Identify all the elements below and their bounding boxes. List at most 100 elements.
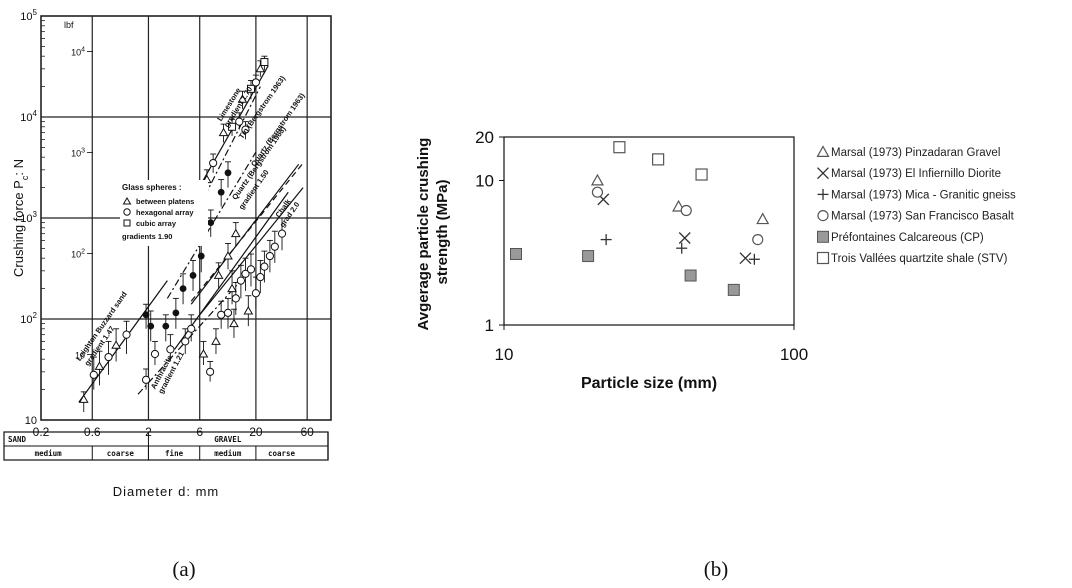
panel-b-legend-marker [817,188,829,200]
x-marker-stroke [678,232,691,244]
panel-a-triangle-point [78,394,89,403]
panel-a-filled-point [172,309,180,317]
panel-a-table-cell: coarse [107,449,135,458]
panel-a-legend-circle-marker [123,208,131,216]
panel-a-filled-point [207,219,215,227]
panel-a-filled-point [197,252,205,260]
panel-a-triangle-point [227,283,237,293]
panel-b-x-tick-label: 100 [780,345,808,364]
panel-a-circle-point [89,370,98,379]
panel-a-triangle-point [237,94,248,103]
panel-b-data-point [727,283,740,296]
panel-a-filled-point [179,285,187,292]
panel-b-y-tick-label: 10 [475,171,494,190]
panel-a-filled-point [217,188,225,196]
panel-a-circle-point [209,158,218,168]
panel-a-triangle-point [223,251,233,260]
panel-a-circle-point [223,308,233,317]
panel-a-circle-point [277,229,287,238]
panel-a-circle-point [217,310,226,319]
panel-a-circle-point [251,78,260,87]
panel-b-data-point [613,141,626,154]
panel-a-triangle-point [229,318,239,328]
panel-a-caption: (a) [172,557,195,581]
panel-a-lbf-tick-label: 102 [71,249,85,260]
panel-a-triangle-point [94,361,105,370]
panel-b-x-tick-label: 10 [495,345,514,364]
panel-a-circle-point [187,324,196,333]
panel-a-triangle-point [243,305,254,315]
panel-a-filled-point [224,169,232,177]
panel-a-triangle-point [230,228,241,238]
panel-b-legend-label: Marsal (1973) Pinzadaran Gravel [831,147,1000,159]
panel-a-circle-point [231,294,240,303]
panel-b-legend-label: Préfontaines Calcareous (CP) [831,232,984,244]
panel-a-circle-point [256,272,265,282]
panel-b-data-point [652,153,665,166]
panel-b-data-points [510,141,770,296]
panel-a-triangle-point [211,336,221,345]
panel-a-circle-point [251,289,260,298]
panel-a-circle-point [141,375,151,384]
panel-a-circle-point [122,330,131,339]
panel-a-circle-point [104,352,113,362]
panel-a-circle-point [246,265,256,274]
panel-b-data-point [684,269,697,282]
panel-b-y-tick-label: 1 [485,316,494,335]
panel-a-circle-point [241,125,250,134]
panel-b-legend-marker [817,230,829,243]
panel-b-data-point [752,233,764,246]
panel-a-circle-point [260,262,269,271]
panel-a-triangle-point [213,270,224,279]
panel-b-data-point [756,212,770,225]
panel-b-data-point [678,232,691,244]
panel-b-legend-marker [816,251,830,265]
panel-a-lbf-unit: lbf [64,20,74,30]
panel-a-filled-point [162,322,170,330]
panel-a-classification-table: SAND GRAVEL medium coarse fine medium coarse [3,431,329,461]
panel-a-triangle-point [198,349,209,358]
panel-b-y-axis-label: Avgerage particle crushing strength (MPa… [415,133,451,330]
panel-a-legend-triangle-marker [122,197,132,205]
panel-b-data-point [600,234,612,246]
panel-a-table-header: GRAVEL [214,435,242,444]
panel-a-y-tick-label: 104 [20,109,37,124]
panel-b-legend-label: Marsal (1973) El Infiernillo Diorite [831,168,1001,180]
panel-a-square-point [260,58,269,67]
panel-b-data-point [582,250,595,263]
panel-b-legend: Marsal (1973) Pinzadaran Gravel Marsal (1… [816,145,1016,265]
panel-a-lbf-tick-label: 103 [71,148,85,159]
panel-a-legend-label: hexagonal array [136,208,194,217]
panel-b-data-point [591,186,604,198]
panel-a-circle-point [265,251,275,261]
panel-b-data-point [748,253,760,265]
panel-b-legend-marker [816,145,830,157]
panel-b-legend-label: Trois Vallées quartzite shale (STV) [831,253,1008,265]
panel-a-circle-point [270,242,279,251]
panel-a-y-tick-label: 10 [25,415,37,427]
panel-a-circle-point [166,345,175,354]
panel-a-square-point [246,84,255,93]
panel-a-filled-point [147,322,155,330]
panel-a-filled-point [142,311,150,319]
panel-a-y-axis-label: Crushing force Pc: N [11,159,30,277]
panel-a-table-cell: fine [165,449,184,458]
panel-a-square-point [228,122,237,131]
panel-b-legend-marker [817,210,829,222]
panel-b-legend-label: Marsal (1973) Mica - Granitic gneiss [831,189,1016,201]
panel-a-table-header: SAND [8,435,27,444]
panel-a-legend-label: cubic array [136,219,177,228]
panel-a-triangle-point [111,340,121,349]
panel-a-legend-square-marker [123,219,131,227]
panel-a-circle-point [206,367,215,376]
panel-a-x-axis-label: Diameter d: mm [113,484,219,499]
panel-b-data-point [680,204,692,217]
panel-a-circle-point [236,276,245,285]
x-marker-stroke [597,193,610,206]
panel-b-x-axis-label: Particle size (mm) [581,375,717,392]
panel-a-circle-point [235,117,244,126]
panel-b-y-tick-label: 20 [475,128,494,147]
